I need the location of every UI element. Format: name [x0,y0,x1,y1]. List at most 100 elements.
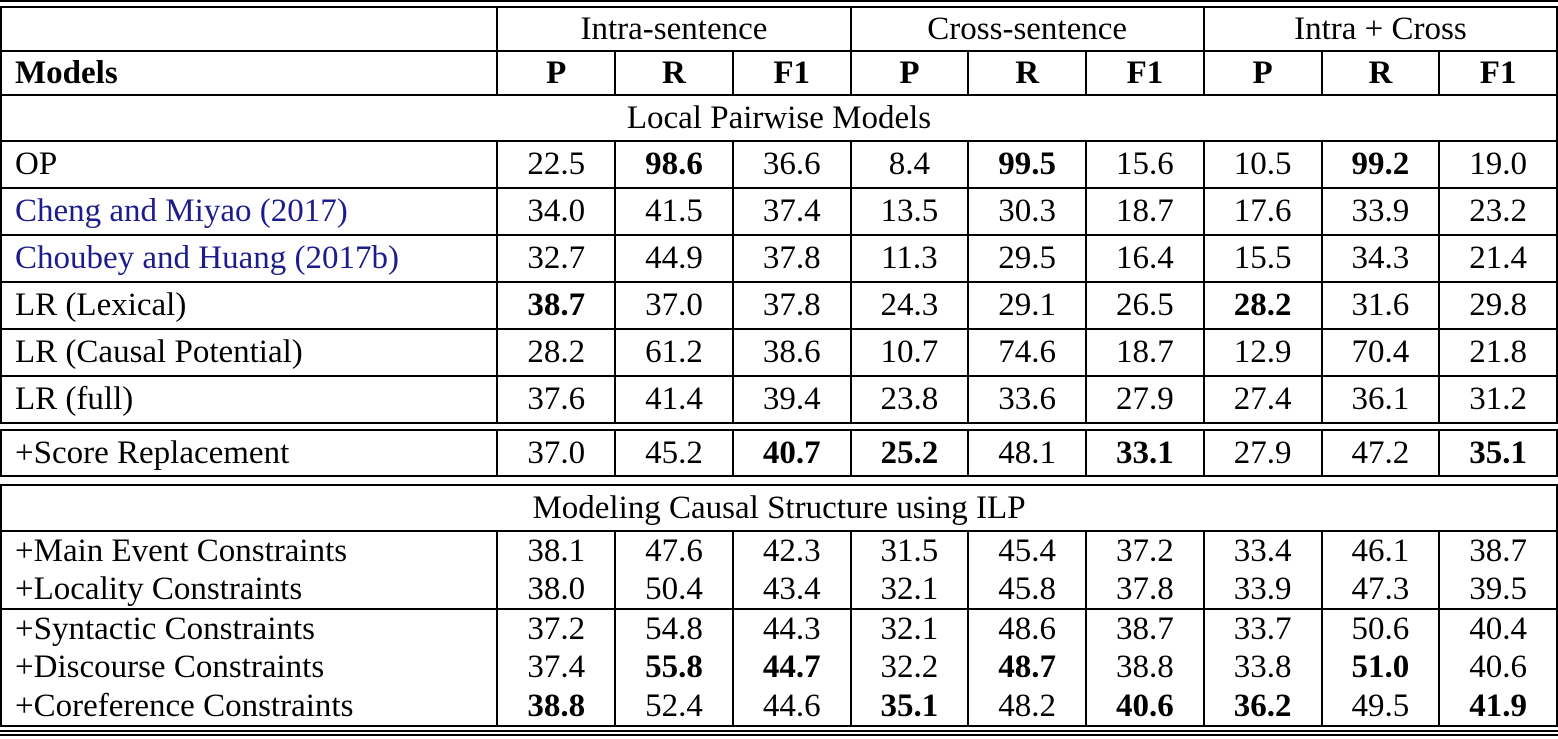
citation-link[interactable]: Cheng and Miyao (2017) [15,193,348,230]
metric-value: 33.6 [967,376,1087,423]
metric-value: 32.2 [849,648,969,687]
metric-value: 16.4 [1085,235,1204,282]
metric-value: 29.5 [967,235,1087,282]
metric-value: 61.2 [614,329,733,376]
model-label: LR (full) [15,381,134,418]
metric-value: 25.2 [849,430,969,476]
score-replacement-table: +Score Replacement 37.0 45.2 40.7 25.2 48.1 33… [0,429,1558,477]
metric-value: 44.6 [731,687,851,726]
metric-value: 37.0 [496,430,616,476]
metric-value: 41.5 [614,188,733,235]
metric-header-f1: F1 [731,51,851,95]
table-row: LR (Causal Potential) 28.2 61.2 38.6 10.7 74.… [1,329,1557,376]
metric-value: 70.4 [1320,329,1440,376]
section-header-ilp: Modeling Causal Structure using ILP [532,489,1026,526]
metric-value: 33.9 [1202,570,1322,609]
metric-value: 40.6 [1438,648,1557,687]
group-header-row: Intra-sentence Cross-sentence Intra + Cr… [1,7,1557,51]
header-and-local-pairwise-table: Intra-sentence Cross-sentence Intra + Cr… [0,6,1558,424]
metric-value: 15.5 [1202,235,1322,282]
metric-value: 38.8 [1085,648,1204,687]
model-label: +Discourse Constraints [15,649,325,686]
metric-value: 34.0 [496,188,616,235]
model-label: +Syntactic Constraints [15,610,315,647]
metric-value: 32.1 [849,570,969,609]
metric-value: 38.7 [496,282,616,329]
metric-value: 10.5 [1202,141,1322,188]
model-label: LR (Lexical) [15,287,187,324]
metric-value: 11.3 [849,235,969,282]
models-header-empty-cell [1,7,497,51]
metric-value: 54.8 [614,609,733,648]
metric-header-f1: F1 [1438,51,1557,95]
metric-value: 36.2 [1202,687,1322,726]
metric-value: 98.6 [614,141,733,188]
metric-value: 33.1 [1085,430,1204,476]
metric-value: 37.4 [731,188,851,235]
metric-value: 12.9 [1202,329,1322,376]
metric-value: 21.8 [1438,329,1557,376]
top-double-rule [0,0,1558,6]
metric-value: 45.8 [967,570,1087,609]
table-row: LR (full) 37.6 41.4 39.4 23.8 33.6 27.9 27.4 36.… [1,376,1557,423]
metric-value: 37.8 [731,235,851,282]
metric-value: 38.7 [1438,531,1557,570]
ilp-group-2-body: +Syntactic Constraints 37.2 54.8 44.3 32.1 48… [1,609,1557,726]
metric-value: 37.4 [496,648,616,687]
metric-value: 74.6 [967,329,1087,376]
metric-header-f1: F1 [1085,51,1204,95]
metric-value: 48.2 [967,687,1087,726]
metric-value: 41.9 [1438,687,1557,726]
metric-value: 48.7 [967,648,1087,687]
metric-value: 18.7 [1085,188,1204,235]
metric-value: 44.7 [731,648,851,687]
metric-value: 17.6 [1202,188,1322,235]
metric-value: 29.1 [967,282,1087,329]
metric-value: 28.2 [1202,282,1322,329]
metric-value: 46.1 [1320,531,1440,570]
metric-value: 38.8 [496,687,616,726]
metric-value: 99.2 [1320,141,1440,188]
metric-value: 8.4 [849,141,969,188]
table-row: +Syntactic Constraints 37.2 54.8 44.3 32.1 48… [1,609,1557,648]
metric-value: 28.2 [496,329,616,376]
local-pairwise-body: Local Pairwise Models OP 22.5 98.6 36.6 8.4 9… [1,95,1557,423]
model-label: +Coreference Constraints [15,687,354,724]
metric-value: 99.5 [967,141,1087,188]
table-row: +Locality Constraints 38.0 50.4 43.4 32.1 45.… [1,570,1557,609]
metric-value: 31.2 [1438,376,1557,423]
group-header-intra-plus-cross: Intra + Cross [1202,7,1557,51]
table-row: +Coreference Constraints 38.8 52.4 44.6 35.1… [1,687,1557,726]
metric-header-p: P [496,51,616,95]
table-row: +Discourse Constraints 37.4 55.8 44.7 32.2 48… [1,648,1557,687]
metric-value: 29.8 [1438,282,1557,329]
metric-value: 35.1 [849,687,969,726]
metric-value: 48.6 [967,609,1087,648]
metric-value: 42.3 [731,531,851,570]
model-label: LR (Causal Potential) [15,334,303,371]
score-replacement-body: +Score Replacement 37.0 45.2 40.7 25.2 48.1 33… [1,430,1557,476]
ilp-section-header-body: Modeling Causal Structure using ILP [1,485,1557,531]
metric-value: 33.7 [1202,609,1322,648]
metric-value: 33.4 [1202,531,1322,570]
metric-value: 51.0 [1320,648,1440,687]
metric-value: 35.1 [1438,430,1557,476]
metric-value: 37.6 [496,376,616,423]
citation-link[interactable]: Choubey and Huang (2017b) [15,240,400,277]
table-row: Choubey and Huang (2017b) 32.7 44.9 37.8 11.… [1,235,1557,282]
metric-value: 45.2 [614,430,733,476]
metric-value: 23.2 [1438,188,1557,235]
metric-value: 24.3 [849,282,969,329]
metric-value: 27.4 [1202,376,1322,423]
metric-value: 37.2 [496,609,616,648]
metric-value: 49.5 [1320,687,1440,726]
metric-value: 33.8 [1202,648,1322,687]
section-header-row: Local Pairwise Models [1,95,1557,141]
metric-value: 44.3 [731,609,851,648]
metric-value: 38.7 [1085,609,1204,648]
table-row: +Main Event Constraints 38.1 47.6 42.3 31.5 4… [1,531,1557,570]
table-row: Cheng and Miyao (2017) 34.0 41.5 37.4 13.5 30… [1,188,1557,235]
metric-value: 36.6 [731,141,851,188]
metric-value: 19.0 [1438,141,1557,188]
